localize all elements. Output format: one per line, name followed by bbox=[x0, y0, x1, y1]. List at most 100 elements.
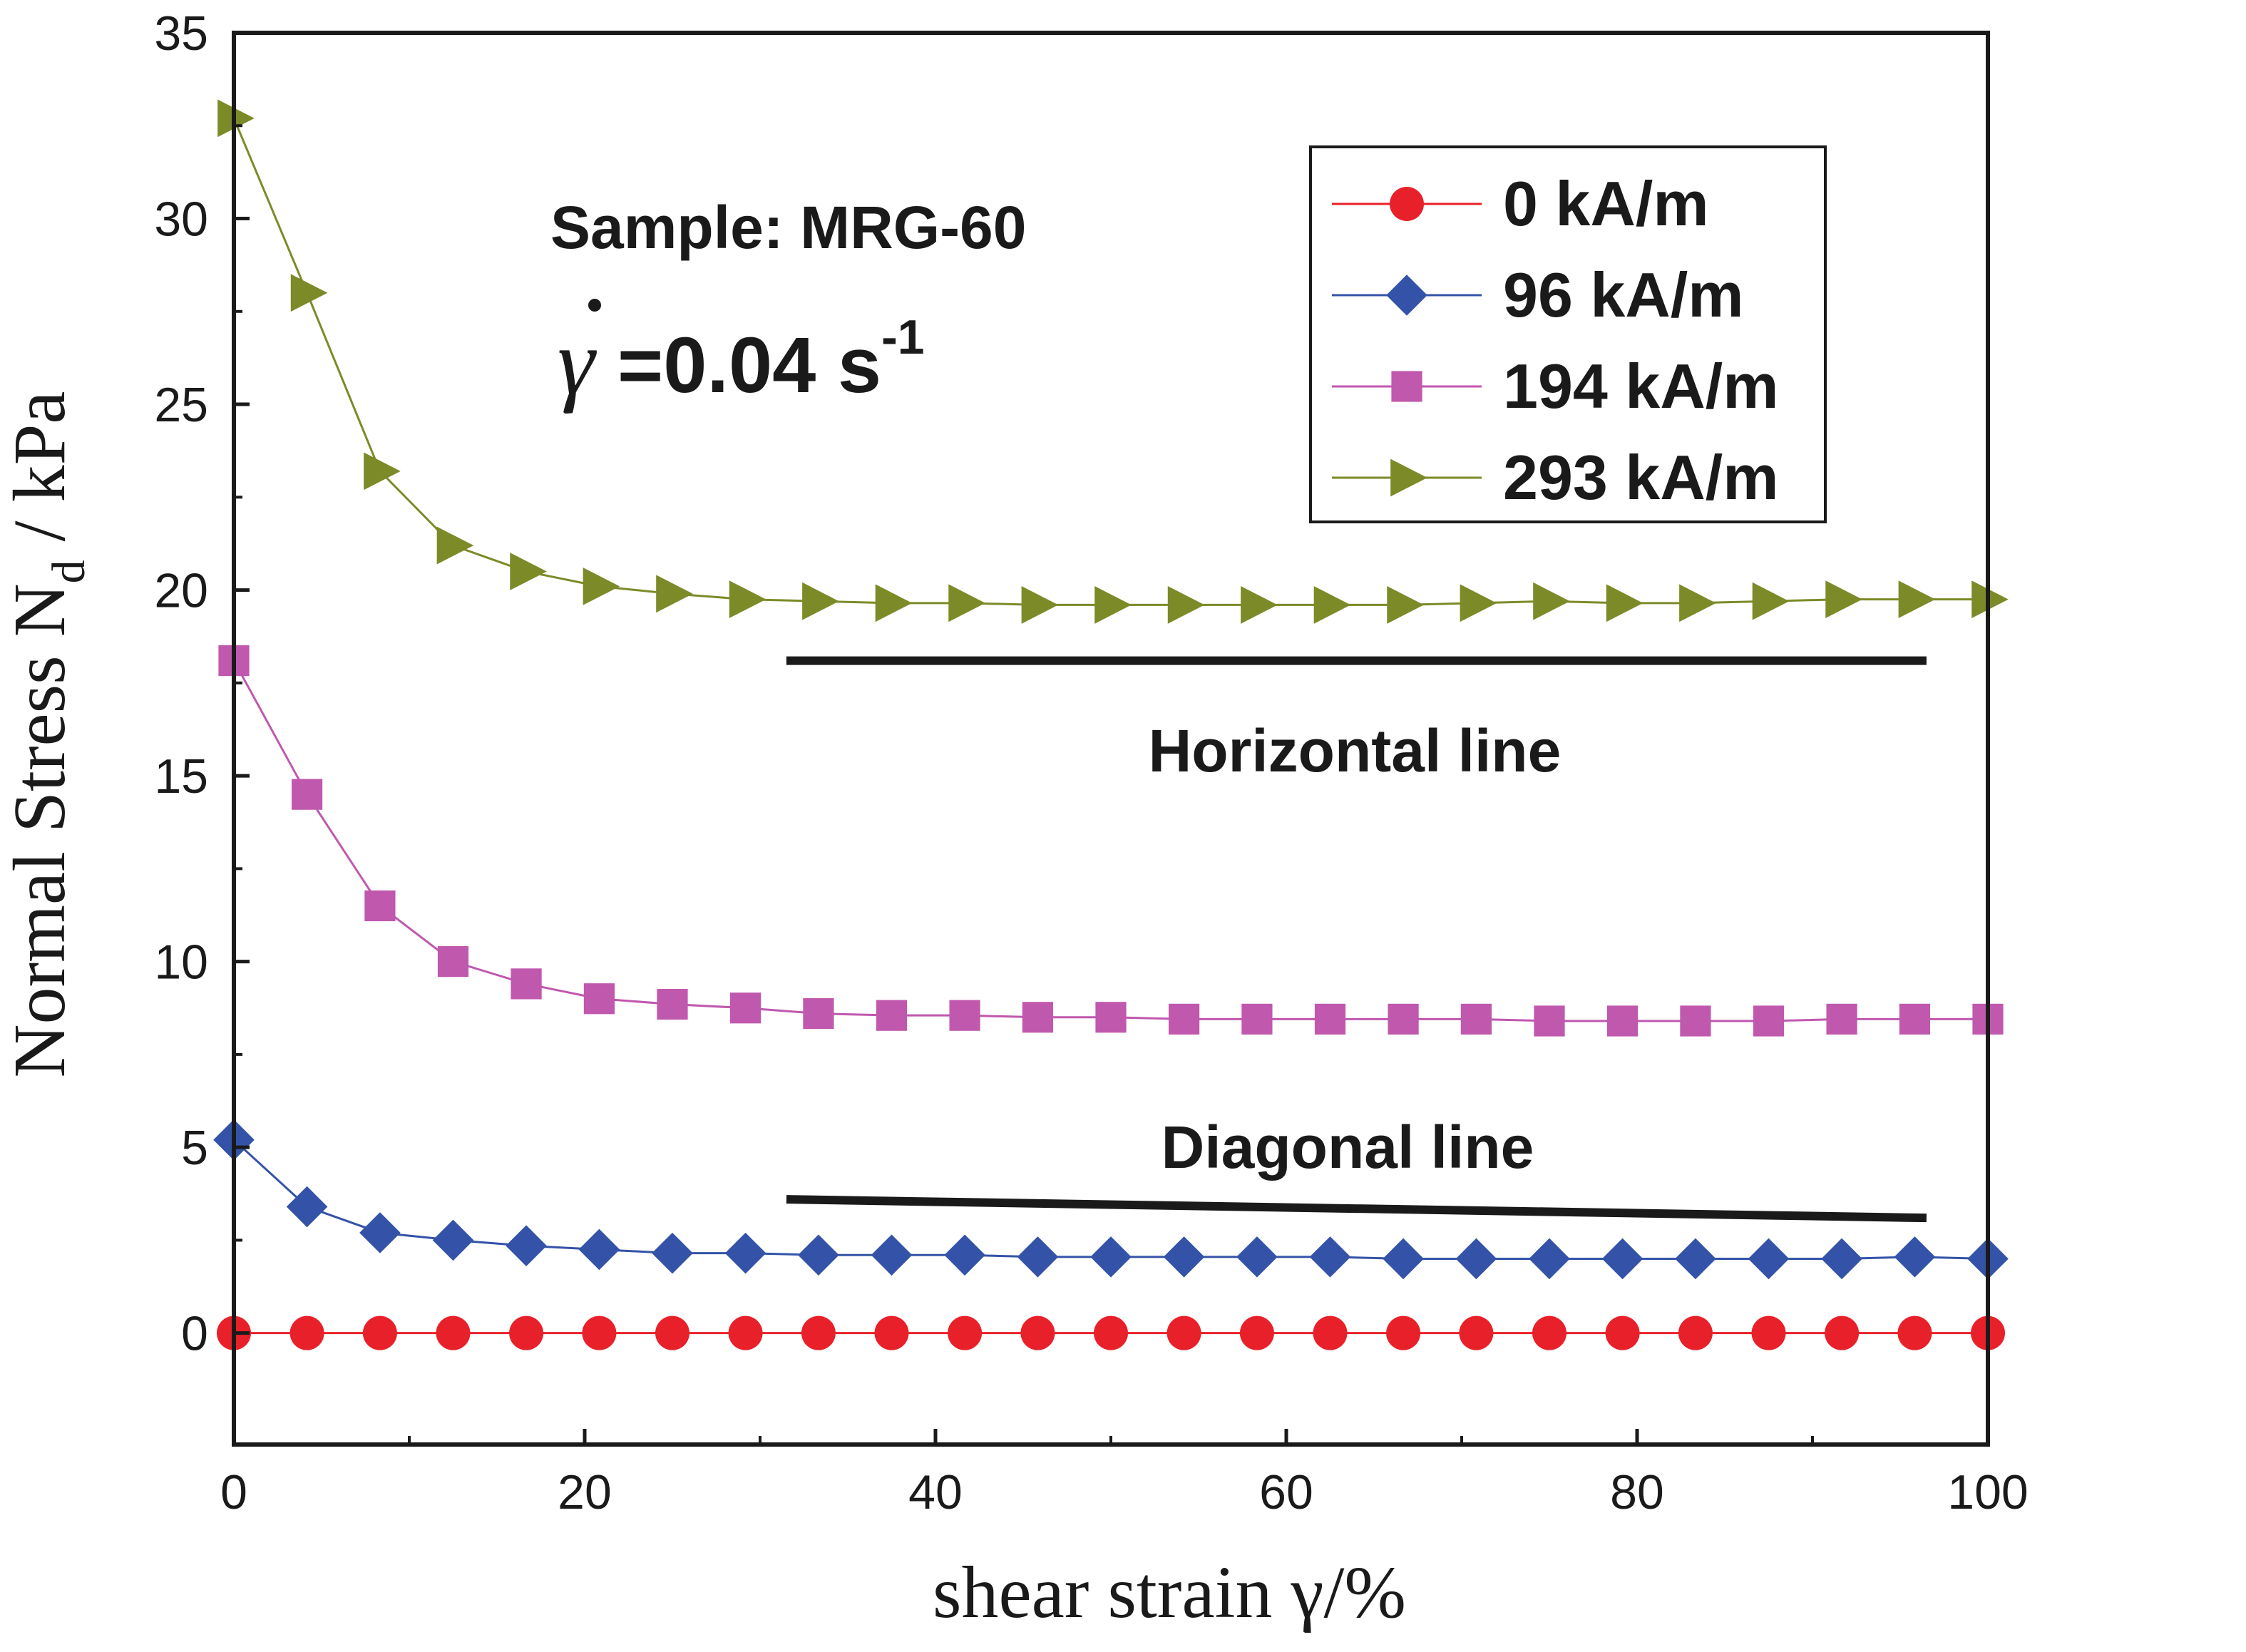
x-tick-label: 60 bbox=[1259, 1465, 1313, 1519]
data-point bbox=[509, 1315, 544, 1350]
data-point bbox=[1748, 1238, 1790, 1280]
legend-item: 96 kA/m bbox=[1332, 260, 1744, 330]
data-point bbox=[798, 1234, 839, 1276]
data-point bbox=[583, 567, 620, 605]
data-point bbox=[948, 1315, 983, 1350]
legend-item: 194 kA/m bbox=[1332, 351, 1778, 421]
data-point bbox=[583, 983, 615, 1015]
data-point bbox=[1752, 582, 1790, 620]
data-point bbox=[291, 779, 323, 810]
x-tick-label: 40 bbox=[908, 1465, 963, 1519]
x-tick-label: 100 bbox=[1947, 1465, 2028, 1519]
data-point bbox=[1825, 580, 1862, 619]
y-tick-label: 20 bbox=[154, 564, 208, 618]
data-point bbox=[1313, 1315, 1348, 1350]
data-point bbox=[436, 1315, 471, 1350]
data-point bbox=[582, 1315, 617, 1350]
data-point bbox=[362, 1315, 397, 1350]
data-point bbox=[1529, 1238, 1570, 1280]
data-point bbox=[875, 584, 913, 622]
data-point bbox=[364, 890, 396, 922]
data-point bbox=[1675, 1238, 1716, 1280]
data-point bbox=[286, 1186, 328, 1228]
legend-marker bbox=[1390, 187, 1424, 221]
data-point bbox=[1601, 1238, 1644, 1280]
data-point bbox=[436, 526, 474, 565]
y-axis-title-main: Normal Stress N bbox=[0, 583, 81, 1077]
sample-label: Sample: MRG-60 bbox=[550, 194, 1027, 261]
data-point bbox=[1821, 1238, 1862, 1280]
shear-rate-superscript: -1 bbox=[881, 310, 924, 364]
y-axis-title: Normal Stress Nd / kPa bbox=[0, 391, 95, 1077]
data-point bbox=[290, 274, 328, 312]
data-point bbox=[1313, 586, 1351, 624]
data-point bbox=[1533, 582, 1570, 620]
data-point bbox=[1167, 586, 1205, 624]
legend-item: 0 kA/m bbox=[1332, 168, 1709, 239]
shear-rate-label: γ =0.04 s-1 bbox=[558, 299, 925, 414]
shear-rate-value: =0.04 s-1 bbox=[617, 310, 925, 409]
legend-marker bbox=[1391, 371, 1422, 402]
data-point bbox=[1459, 1315, 1494, 1350]
data-point bbox=[1606, 584, 1644, 622]
data-point bbox=[1534, 1005, 1565, 1037]
y-tick-label: 15 bbox=[154, 749, 208, 804]
data-point bbox=[724, 1232, 766, 1274]
x-tick-label: 0 bbox=[220, 1465, 247, 1519]
series-3 bbox=[217, 99, 2009, 624]
data-point bbox=[944, 1234, 985, 1276]
data-point bbox=[1532, 1315, 1566, 1350]
data-point bbox=[1236, 1236, 1278, 1278]
data-point bbox=[1606, 1005, 1639, 1037]
data-point bbox=[578, 1228, 620, 1271]
shear-rate-main: =0.04 s bbox=[617, 322, 881, 409]
data-point bbox=[1239, 1315, 1274, 1350]
data-point bbox=[1314, 1003, 1346, 1035]
data-point bbox=[1751, 1315, 1786, 1350]
gamma-dot-mark bbox=[588, 299, 601, 312]
data-point bbox=[1241, 1003, 1273, 1035]
y-axis-title-tail: / kPa bbox=[0, 391, 81, 560]
y-tick-label: 10 bbox=[154, 935, 208, 990]
legend-label: 293 kA/m bbox=[1503, 442, 1778, 513]
series-line bbox=[232, 660, 1988, 1022]
data-point bbox=[1094, 586, 1132, 624]
data-point bbox=[359, 1212, 401, 1253]
legend: 0 kA/m 96 kA/m 194 kA/m 293 kA/m bbox=[1309, 145, 1827, 523]
data-point bbox=[437, 946, 469, 978]
legend-label: 194 kA/m bbox=[1503, 351, 1778, 421]
data-point bbox=[1022, 1002, 1054, 1033]
data-point bbox=[803, 997, 834, 1030]
data-point bbox=[1455, 1238, 1497, 1280]
legend-label: 0 kA/m bbox=[1503, 168, 1709, 239]
data-point bbox=[1678, 1315, 1713, 1350]
data-point bbox=[1387, 586, 1424, 624]
series-1 bbox=[213, 1119, 2009, 1280]
data-point bbox=[510, 553, 547, 590]
data-point bbox=[1241, 586, 1278, 624]
y-tick-label: 5 bbox=[181, 1121, 208, 1175]
data-point bbox=[1388, 1003, 1419, 1035]
data-point bbox=[728, 1315, 763, 1350]
data-point bbox=[1168, 1003, 1200, 1035]
series-0 bbox=[217, 1315, 2005, 1350]
data-point bbox=[1383, 1238, 1424, 1280]
legend-marker bbox=[1390, 458, 1427, 497]
data-point bbox=[1094, 1315, 1128, 1350]
data-point bbox=[1825, 1315, 1860, 1350]
data-point bbox=[729, 992, 762, 1024]
data-point bbox=[1090, 1236, 1132, 1278]
data-point bbox=[876, 1000, 908, 1031]
y-tick-label: 0 bbox=[181, 1307, 208, 1361]
diagonal-line-label: Diagonal line bbox=[1162, 1114, 1534, 1181]
data-point bbox=[656, 575, 693, 613]
data-point bbox=[801, 1315, 836, 1350]
data-point bbox=[1753, 1005, 1785, 1037]
horizontal-line-label: Horizontal line bbox=[1149, 717, 1562, 784]
data-point bbox=[511, 968, 542, 1000]
data-point bbox=[874, 1315, 909, 1350]
gamma-dot-symbol: γ bbox=[558, 309, 597, 414]
series-layer bbox=[213, 99, 2009, 1350]
data-point bbox=[1095, 1002, 1127, 1033]
